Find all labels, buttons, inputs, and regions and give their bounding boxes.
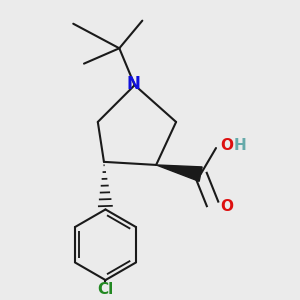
Text: O: O: [220, 138, 234, 153]
Text: N: N: [126, 75, 140, 93]
Text: O: O: [220, 199, 234, 214]
Polygon shape: [156, 165, 202, 181]
Text: H: H: [234, 138, 247, 153]
Text: Cl: Cl: [98, 282, 114, 297]
